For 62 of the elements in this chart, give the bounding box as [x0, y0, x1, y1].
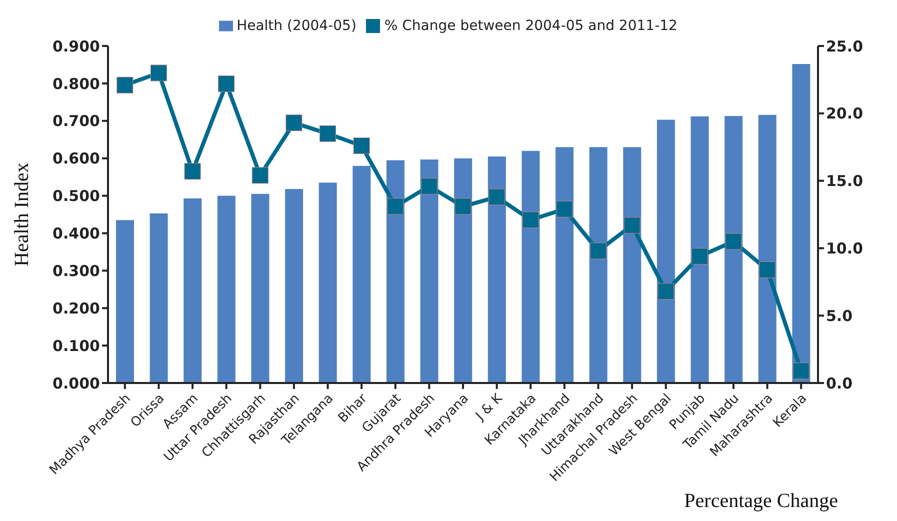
bar: [217, 196, 236, 383]
bar: [184, 198, 202, 383]
point: [792, 362, 810, 380]
y2-tick-label: 5.0: [826, 306, 853, 325]
point: [658, 283, 674, 300]
point: [150, 64, 167, 82]
point: [454, 198, 472, 215]
bar: [454, 158, 472, 383]
point: [725, 233, 742, 250]
y2-tick-label: 25.0: [826, 37, 864, 56]
point: [590, 242, 606, 260]
y-tick-label: 0.900: [52, 37, 100, 56]
bar: [792, 64, 810, 383]
bar: [116, 220, 134, 383]
point: [691, 248, 708, 265]
y2-tick-label: 0.0: [826, 374, 853, 392]
y2-tick-label: 10.0: [826, 240, 864, 258]
point: [116, 76, 134, 94]
bar: [352, 166, 371, 383]
point: [488, 188, 506, 206]
point: [522, 212, 539, 228]
legend-label: % Change between 2004-05 and 2011-12: [384, 18, 678, 34]
bar: [150, 213, 168, 383]
point: [184, 163, 201, 180]
bar: [623, 147, 642, 383]
point: [556, 200, 573, 218]
y2-tick-label: 15.0: [826, 172, 864, 190]
y2-tick-label: 20.0: [826, 104, 864, 123]
bar: [285, 189, 304, 383]
y-tick-label: 0.200: [52, 299, 100, 318]
point: [420, 178, 438, 194]
bar: [522, 150, 540, 383]
point: [252, 167, 268, 184]
point: [218, 75, 235, 92]
bar: [589, 147, 608, 383]
bar: [690, 116, 709, 383]
point: [353, 138, 370, 154]
y-tick-label: 0.800: [52, 74, 100, 93]
bar: [420, 159, 438, 383]
y-axis-title: Health Index: [11, 162, 34, 266]
y-tick-label: 0.100: [52, 336, 100, 355]
y-tick-label: 0.700: [52, 112, 100, 130]
bar: [656, 120, 675, 383]
y-tick-label: 0.500: [52, 187, 100, 206]
y-tick-label: 0.400: [52, 224, 100, 243]
point: [387, 198, 404, 215]
point: [624, 217, 640, 234]
y-tick-label: 0.600: [52, 150, 100, 168]
text: Percentage Change: [684, 490, 838, 513]
point: [759, 262, 776, 278]
y-tick-label: 0.300: [52, 262, 100, 280]
bar: [386, 160, 404, 383]
bar: [556, 147, 574, 383]
bar: [758, 114, 776, 383]
point: [320, 125, 336, 142]
legend-label: Health (2004-05): [236, 18, 356, 34]
y-tick-label: 0.000: [52, 374, 100, 392]
point: [286, 114, 302, 132]
bar: [251, 194, 270, 383]
bar: [318, 182, 337, 383]
bar: [724, 116, 743, 383]
bar: [488, 156, 506, 383]
